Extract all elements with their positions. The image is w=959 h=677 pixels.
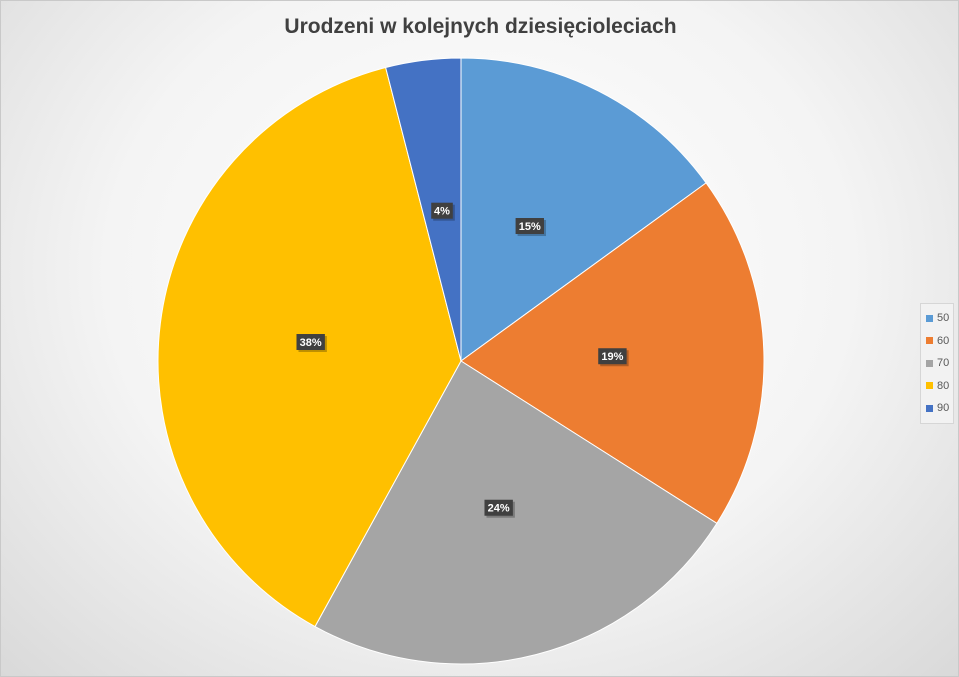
- legend-swatch: [926, 359, 933, 367]
- legend-swatch: [926, 382, 933, 390]
- pie-slice-90: [385, 57, 462, 362]
- legend-item-70: 70: [926, 352, 953, 375]
- data-label-60: 19%: [598, 348, 629, 367]
- svg-text:15%: 15%: [519, 221, 541, 233]
- legend-label: 60: [937, 334, 950, 347]
- legend-label: 90: [937, 402, 950, 415]
- legend-label: 50: [937, 312, 950, 325]
- data-label-80: 38%: [296, 334, 327, 353]
- pie-slice-50: [460, 57, 707, 362]
- svg-text:19%: 19%: [601, 351, 623, 363]
- legend-swatch: [926, 404, 933, 412]
- legend-item-90: 90: [926, 397, 953, 420]
- svg-text:38%: 38%: [300, 337, 322, 349]
- legend-item-50: 50: [926, 307, 953, 330]
- legend-swatch: [926, 314, 933, 322]
- svg-text:24%: 24%: [488, 503, 510, 515]
- chart-title: Urodzeni w kolejnych dziesięcioleciach: [284, 15, 677, 38]
- legend-item-80: 80: [926, 375, 953, 398]
- data-label-70: 24%: [484, 499, 515, 518]
- legend-label: 70: [937, 357, 950, 370]
- legend-label: 80: [937, 379, 950, 392]
- legend-swatch: [926, 337, 933, 345]
- data-label-50: 15%: [515, 218, 546, 237]
- pie-slice-70: [314, 360, 718, 665]
- data-label-90: 4%: [431, 202, 455, 221]
- svg-text:4%: 4%: [434, 206, 450, 218]
- legend-item-60: 60: [926, 330, 953, 353]
- legend: 50 60 70 80 90: [920, 303, 954, 424]
